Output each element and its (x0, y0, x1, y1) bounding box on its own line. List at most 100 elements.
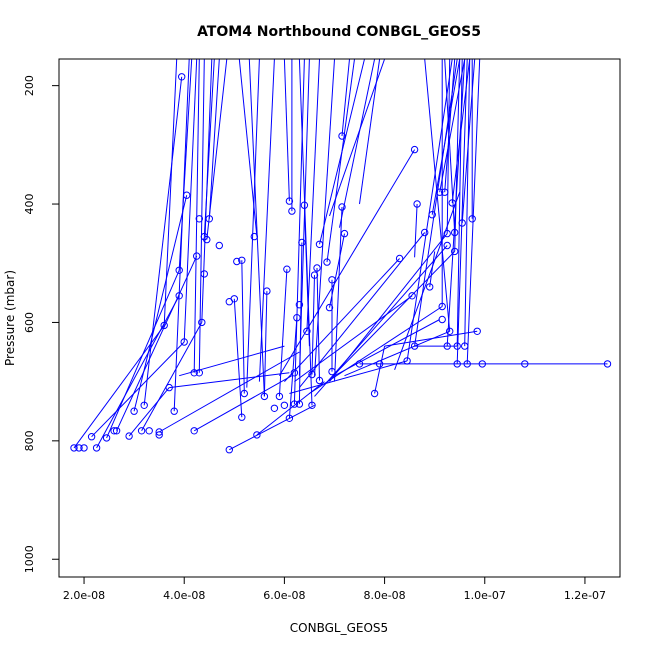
data-point (308, 401, 316, 409)
data-point (125, 432, 133, 440)
data-point (308, 370, 316, 379)
data-point (285, 414, 294, 422)
series-segment (306, 59, 320, 332)
data-point (80, 444, 88, 452)
data-point (468, 215, 476, 223)
data-point (260, 392, 269, 401)
series-segment (464, 59, 471, 347)
series-segment (456, 59, 468, 364)
data-point (443, 342, 451, 350)
data-point (165, 383, 173, 392)
series-segment (289, 360, 408, 394)
data-point (102, 434, 111, 442)
data-point (225, 446, 234, 454)
series-segment (203, 59, 215, 237)
series-segment (143, 76, 183, 406)
data-point (137, 427, 146, 435)
data-point (193, 252, 201, 260)
series-segment (329, 233, 448, 382)
data-point (155, 428, 163, 436)
series-segment (263, 291, 268, 397)
series-segment (288, 317, 298, 419)
x-tick-label: 8.0e-08 (363, 589, 405, 602)
data-point (283, 265, 291, 273)
series-segment (198, 59, 205, 373)
data-point (310, 271, 319, 279)
series-segment (466, 59, 481, 364)
x-axis-label: CONBGL_GEOS5 (290, 621, 388, 635)
y-tick-label: 1000 (23, 545, 36, 573)
data-point (203, 235, 211, 244)
data-point (521, 360, 529, 368)
series-segment (278, 149, 416, 376)
data-point (290, 400, 299, 408)
data-point (290, 369, 299, 377)
series-segment (106, 270, 180, 439)
series-segment (444, 59, 456, 233)
data-point (443, 241, 451, 250)
data-point (280, 401, 289, 409)
plot-frame (58, 58, 621, 578)
series-segment (293, 59, 305, 405)
data-point (285, 197, 294, 205)
data-point (355, 360, 364, 368)
data-point (323, 258, 331, 266)
series-segment (284, 258, 400, 382)
data-point (270, 404, 279, 412)
data-point (250, 232, 259, 241)
data-point (410, 342, 419, 350)
series-segment (298, 59, 310, 376)
series-segment (314, 245, 448, 397)
data-point (328, 367, 336, 376)
series-segment (238, 59, 258, 237)
data-point (298, 238, 306, 247)
data-point (160, 321, 168, 330)
data-point (112, 427, 121, 435)
data-point (421, 228, 429, 237)
series-segment (339, 59, 376, 228)
data-point (238, 413, 246, 421)
data-point (190, 369, 198, 377)
data-point (198, 318, 206, 327)
series-segment (141, 322, 203, 432)
axes: 2.0e-08 4.0e-08 6.0e-08 8.0e-08 1.0e-07 1.2e-… (23, 75, 606, 602)
series-segment (158, 351, 300, 433)
data-point (263, 287, 271, 295)
data-point (410, 145, 419, 154)
data-point (403, 357, 411, 365)
data-point (230, 295, 239, 303)
series-segment (116, 255, 198, 432)
series-segment (178, 59, 193, 271)
data-point (300, 201, 309, 209)
series-segment (278, 269, 288, 397)
series-segment (206, 59, 228, 240)
series-segment (96, 295, 180, 449)
plot-data (70, 59, 612, 454)
series-segment (283, 59, 290, 202)
series-segment (229, 404, 315, 451)
series-segment (394, 192, 461, 370)
series-segment (374, 345, 386, 394)
data-point (451, 247, 459, 256)
data-point (313, 264, 321, 272)
x-tick-label: 4.0e-08 (163, 589, 205, 602)
x-tick-label: 1.0e-07 (464, 589, 506, 602)
x-tick-label: 1.2e-07 (564, 589, 606, 602)
data-point (92, 444, 101, 452)
x-tick-label: 6.0e-08 (263, 589, 305, 602)
series-segment (444, 59, 456, 193)
data-point (315, 240, 324, 249)
series-segment (193, 59, 200, 373)
data-point (413, 200, 421, 208)
series-segment (91, 341, 185, 438)
data-point (288, 207, 296, 215)
data-point (451, 228, 459, 237)
data-point (438, 302, 446, 311)
data-point (145, 427, 153, 435)
series-segment (456, 59, 463, 347)
data-point (478, 360, 486, 368)
data-point (408, 292, 416, 300)
data-point (340, 229, 349, 238)
series-segment (384, 330, 478, 347)
